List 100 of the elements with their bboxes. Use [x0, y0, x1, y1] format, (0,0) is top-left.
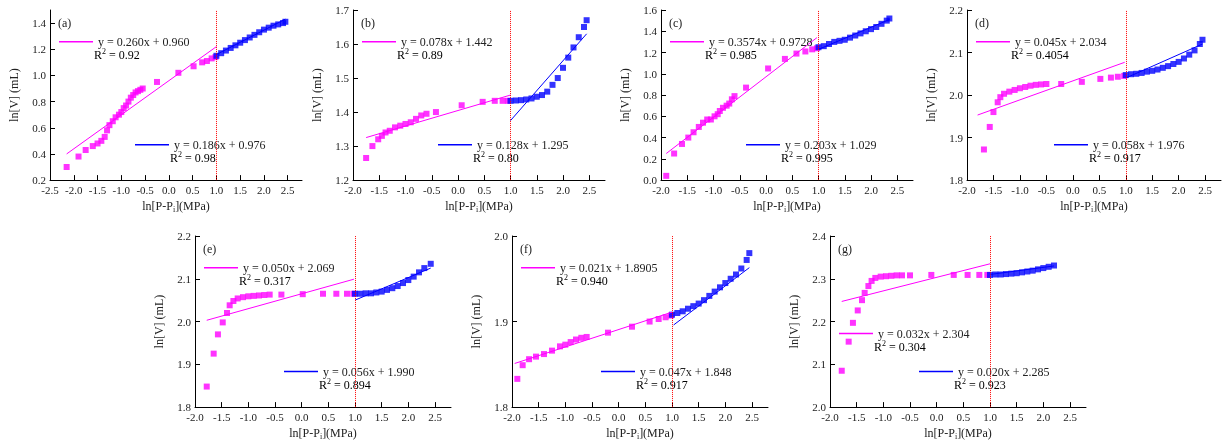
y-tick-label: 2.4 [812, 230, 827, 242]
x-tick-label: -0.5 [583, 410, 602, 423]
x-tick-label: 2.0 [257, 183, 272, 196]
x-tick-label: 0.5 [956, 410, 971, 423]
y-tick-label: 1.5 [335, 72, 350, 85]
x-tick-label: 1.0 [983, 410, 998, 423]
x-tick-label: 2.0 [718, 410, 733, 423]
x-tick-label: 1.0 [1118, 183, 1134, 196]
text: (d) [975, 16, 989, 30]
y-tick-label: 0.4 [643, 131, 658, 144]
x-tick-label: 1.0 [348, 410, 363, 423]
x-tick-label: -0.5 [423, 183, 441, 196]
y-axis-title: ln[V] (mL) [618, 68, 632, 122]
x-tick-label: 2.5 [428, 410, 443, 423]
text: (b) [361, 16, 375, 30]
y-tick-label: 1.4 [335, 106, 350, 119]
y-tick-label: 1.6 [335, 38, 350, 51]
x-tick-label: 1.0 [503, 183, 518, 196]
x-tick-label: 2.0 [556, 183, 571, 196]
y-tick-label: 2.0 [494, 230, 509, 242]
legend-label: y = 0.3574x + 0.9728 [709, 34, 813, 49]
legend-label: y = 0.058x + 1.976 [1093, 137, 1185, 152]
x-tick-label: 1.5 [837, 183, 853, 196]
legend-label: y = 0.056x + 1.990 [323, 364, 415, 379]
x-tick-label: -1.5 [984, 183, 1003, 196]
x-tick-label: 0.0 [611, 410, 627, 423]
x-tick-label: 2.5 [1198, 183, 1213, 196]
legend-label: y = 0.045x + 2.034 [1015, 34, 1107, 49]
y-tick-label: 1.6 [643, 4, 658, 16]
x-tick-label: 0.0 [294, 410, 310, 423]
x-tick-label: -0.5 [1037, 183, 1056, 196]
legend-label: y = 0.260x + 0.960 [98, 34, 190, 49]
legend-label: y = 0.047x + 1.848 [640, 364, 732, 379]
x-tick-label: 0.0 [1065, 183, 1081, 196]
x-tick-label: 2.5 [582, 183, 597, 196]
x-tick-label: -1.5 [529, 410, 548, 423]
legend-label: y = 0.203x + 1.029 [785, 137, 877, 152]
y-tick-label: 1.2 [643, 46, 657, 59]
x-tick-label: -0.5 [266, 410, 285, 423]
x-tick-label: -1.5 [370, 183, 389, 196]
y-tick-label: 2.2 [949, 4, 963, 16]
y-tick-label: 1.7 [335, 4, 350, 16]
y-tick-label: 0.8 [643, 89, 658, 102]
y-tick-label: 0.2 [643, 152, 657, 165]
text: (f) [520, 242, 532, 256]
y-tick-label: 1.9 [494, 315, 509, 328]
x-tick-label: -1.0 [704, 183, 723, 196]
y-axis-title: ln[V] (mL) [310, 68, 324, 122]
x-tick-label: -1.5 [88, 183, 107, 196]
legend-label: y = 0.020x + 2.285 [958, 364, 1050, 379]
legend-label: y = 0.032x + 2.304 [878, 326, 970, 341]
x-tick-label: -0.5 [731, 183, 749, 196]
y-axis-title: ln[V] (mL) [469, 294, 483, 349]
y-tick-label: 2.0 [949, 89, 964, 102]
x-tick-label: 0.5 [185, 183, 201, 196]
x-tick-label: 0.5 [477, 183, 492, 196]
y-tick-label: 0.6 [32, 121, 47, 134]
x-tick-label: -2.0 [65, 183, 83, 196]
text: (e) [203, 242, 217, 256]
y-tick-label: 1.0 [643, 67, 658, 80]
x-tick-label: 1.5 [1145, 183, 1160, 196]
y-axis-title: ln[V] (mL) [152, 294, 166, 349]
y-tick-label: 2.1 [177, 272, 191, 285]
y-tick-label: 1.9 [177, 358, 192, 371]
x-tick-label: 0.0 [451, 183, 466, 196]
y-tick-label: 2.0 [177, 315, 192, 328]
x-tick-label: 0.5 [785, 183, 800, 196]
y-tick-label: 2.1 [812, 358, 826, 371]
y-tick-label: 1.4 [32, 17, 47, 30]
x-tick-label: -1.5 [847, 410, 866, 423]
x-tick-label: 2.0 [1171, 183, 1187, 196]
x-tick-label: -1.0 [112, 183, 131, 196]
x-tick-label: -0.5 [901, 410, 920, 423]
x-tick-label: 0.5 [321, 410, 336, 423]
y-tick-label: 0.8 [32, 95, 47, 108]
text: (a) [58, 16, 72, 30]
x-tick-label: -1.5 [678, 183, 697, 196]
x-tick-label: 0.0 [759, 183, 774, 196]
x-tick-label: -1.0 [239, 410, 258, 423]
x-tick-label: -1.0 [556, 410, 575, 423]
text: (g) [838, 242, 852, 256]
y-axis-title: ln[V] (mL) [924, 68, 938, 122]
x-tick-label: 0.0 [929, 410, 945, 423]
x-tick-label: 0.0 [161, 183, 177, 196]
y-tick-label: 1.9 [949, 131, 964, 144]
x-tick-label: 2.0 [1036, 410, 1051, 423]
y-tick-label: 0.4 [32, 147, 47, 160]
x-tick-label: 1.5 [1009, 410, 1025, 423]
x-tick-label: 1.5 [529, 183, 545, 196]
x-tick-label: 1.5 [374, 410, 390, 423]
x-tick-label: 2.5 [1063, 410, 1078, 423]
y-tick-label: 2.2 [812, 315, 826, 328]
x-tick-label: 1.5 [233, 183, 248, 196]
x-tick-label: 1.5 [691, 410, 707, 423]
x-tick-label: 0.5 [1092, 183, 1107, 196]
y-tick-label: 0.6 [643, 110, 658, 123]
y-tick-label: 2.2 [177, 230, 191, 242]
legend-label: y = 0.186x + 0.976 [174, 137, 266, 152]
x-tick-label: 2.5 [890, 183, 905, 196]
x-tick-label: -1.0 [1011, 183, 1030, 196]
